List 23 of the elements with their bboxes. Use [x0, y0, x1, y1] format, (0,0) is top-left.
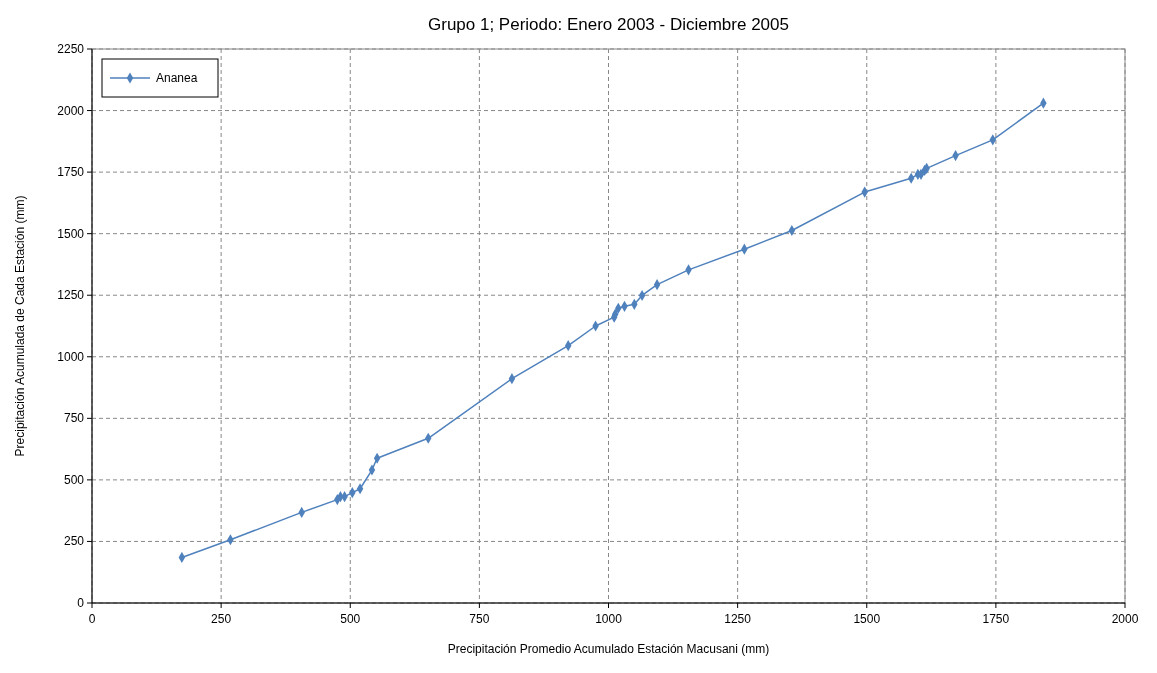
y-tick-label: 2000 — [57, 103, 85, 118]
x-tick-label: 1500 — [853, 612, 881, 626]
y-tick-label: 1250 — [57, 288, 85, 303]
x-tick-label: 500 — [340, 612, 361, 626]
y-tick-label: 750 — [63, 411, 85, 426]
x-axis-title: Precipitación Promedio Acumulado Estación Macusani (mm) — [447, 642, 770, 656]
y-tick-label: 0 — [77, 596, 85, 610]
y-tick-label: 250 — [63, 534, 85, 549]
y-tick-label: 500 — [63, 472, 85, 487]
x-tick-label: 2000 — [1111, 612, 1139, 626]
y-axis-title: Precipitación Acumulada de Cada Estación (mm) — [13, 195, 27, 457]
x-tick-label: 250 — [211, 612, 232, 626]
y-tick-label: 1500 — [57, 226, 85, 241]
x-tick-label: 0 — [88, 612, 96, 626]
chart-title: Grupo 1; Periodo: Enero 2003 - Diciembre 2005 — [428, 15, 789, 34]
x-tick-label: 1750 — [982, 612, 1010, 626]
x-tick-label: 1250 — [724, 612, 752, 626]
x-tick-label: 1000 — [595, 612, 623, 626]
legend-label: Ananea — [156, 71, 198, 85]
x-tick-label: 750 — [469, 612, 490, 626]
y-tick-label: 1750 — [57, 165, 85, 180]
y-tick-label: 2250 — [57, 42, 85, 56]
y-tick-label: 1000 — [57, 349, 85, 364]
